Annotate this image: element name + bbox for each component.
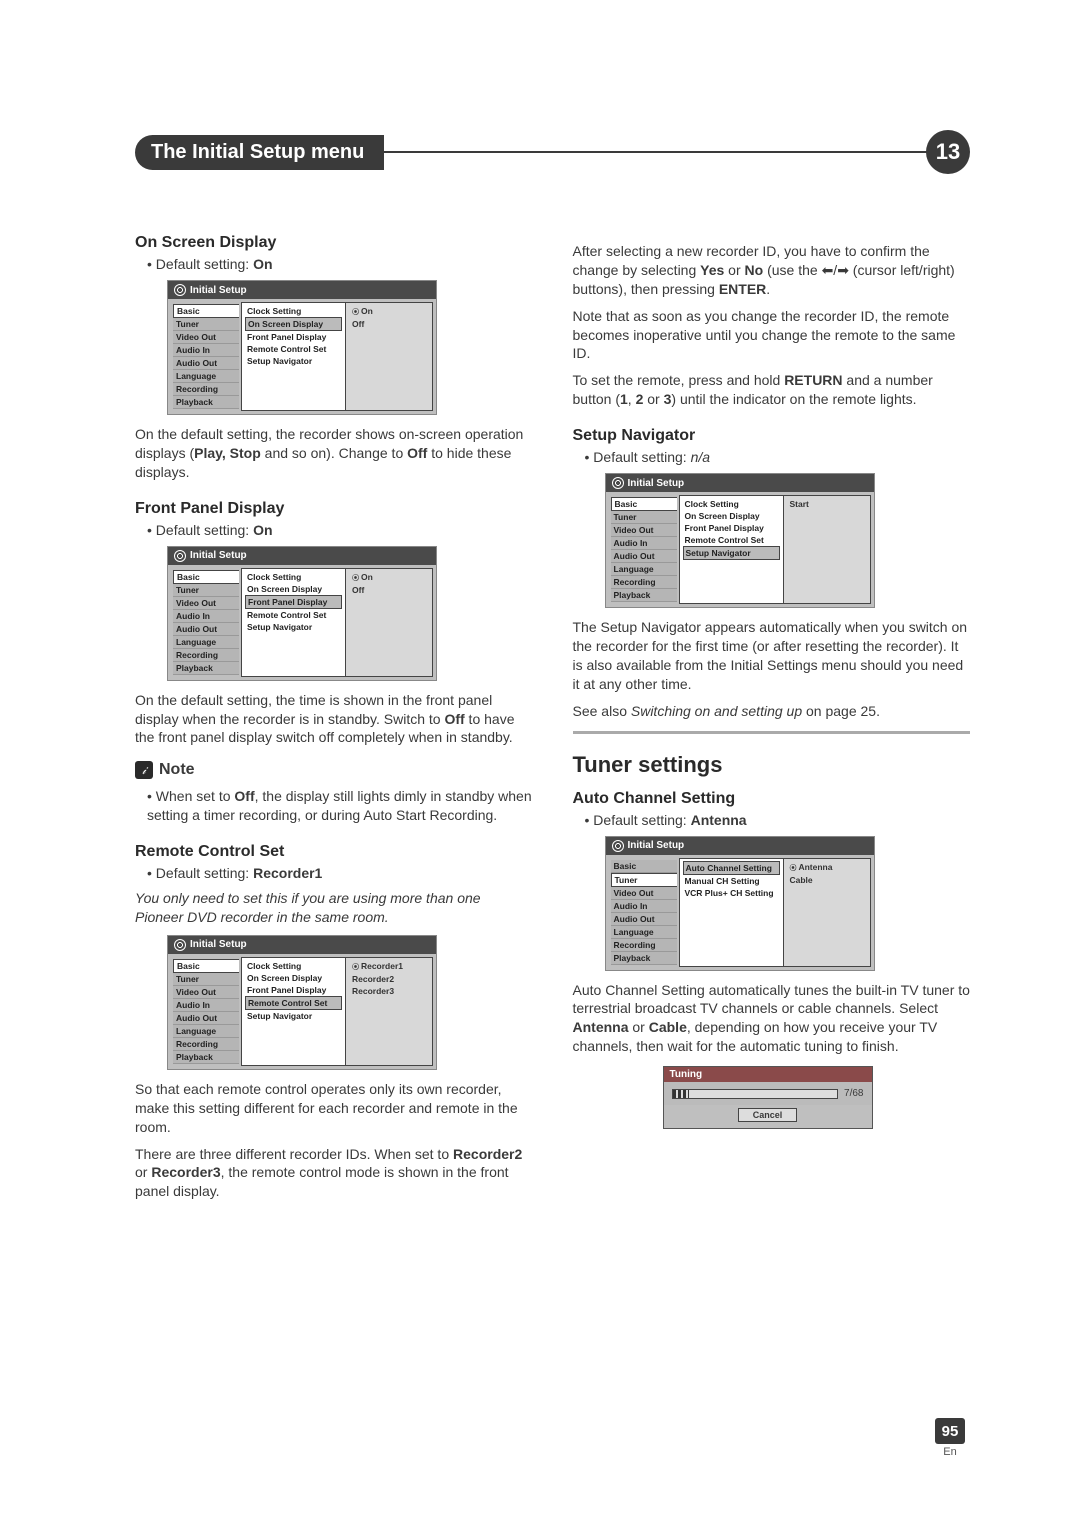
r-p1: After selecting a new recorder ID, you h… — [573, 242, 971, 299]
rcs-hint: You only need to set this if you are usi… — [135, 889, 533, 927]
osd-heading: On Screen Display — [135, 234, 533, 252]
page-number: 95 En — [935, 1418, 965, 1458]
r-p3: To set the remote, press and hold RETURN… — [573, 371, 971, 409]
rcs-default: Default setting: Recorder1 — [147, 865, 533, 881]
header-rule — [382, 151, 928, 153]
setup-mid-list: Clock Setting On Screen Display Front Pa… — [241, 302, 346, 411]
sn-see-also: See also Switching on and setting up on … — [573, 702, 971, 721]
sn-body: The Setup Navigator appears automaticall… — [573, 618, 971, 694]
tuner-heading: Tuner settings — [573, 752, 971, 778]
fpd-setup-screenshot: Initial Setup Basic Tuner Video Out Audi… — [167, 546, 437, 681]
sn-heading: Setup Navigator — [573, 427, 971, 445]
setup-title: Initial Setup — [168, 281, 436, 299]
divider — [573, 731, 971, 734]
sn-setup-screenshot: Initial Setup Basic Tuner Video Out Audi… — [605, 473, 875, 608]
acs-heading: Auto Channel Setting — [573, 790, 971, 808]
setup-options: On Off — [346, 302, 433, 411]
right-column: After selecting a new recorder ID, you h… — [573, 234, 971, 1209]
osd-default: Default setting: On — [147, 256, 533, 272]
fpd-default: Default setting: On — [147, 522, 533, 538]
tuning-cancel-button[interactable]: Cancel — [738, 1108, 798, 1122]
osd-body: On the default setting, the recorder sho… — [135, 425, 533, 482]
arrow-left-icon: ⬅ — [822, 262, 834, 278]
tuning-counter: 7/68 — [844, 1088, 863, 1099]
chapter-title: The Initial Setup menu — [135, 135, 384, 170]
setup-left-menu: Basic Tuner Video Out Audio In Audio Out… — [171, 302, 241, 411]
note-icon: 𝒾 — [135, 761, 153, 779]
rcs-body1: So that each remote control operates onl… — [135, 1080, 533, 1137]
fpd-heading: Front Panel Display — [135, 500, 533, 518]
rcs-body2: There are three different recorder IDs. … — [135, 1145, 533, 1202]
tuning-dialog: Tuning 7/68 Cancel — [663, 1066, 873, 1129]
r-p2: Note that as soon as you change the reco… — [573, 307, 971, 364]
tuning-progress-fill — [673, 1090, 689, 1098]
fpd-body: On the default setting, the time is show… — [135, 691, 533, 748]
tuning-progress — [672, 1089, 839, 1099]
arrow-right-icon: ➡ — [837, 262, 849, 278]
acs-default: Default setting: Antenna — [585, 812, 971, 828]
fpd-note: • When set to Off, the display still lig… — [147, 787, 533, 825]
rcs-heading: Remote Control Set — [135, 843, 533, 861]
rcs-setup-screenshot: Initial Setup Basic Tuner Video Out Audi… — [167, 935, 437, 1070]
note-header: 𝒾 Note — [135, 761, 533, 779]
sn-default: Default setting: n/a — [585, 449, 971, 465]
left-column: On Screen Display Default setting: On In… — [135, 234, 533, 1209]
tuning-title: Tuning — [664, 1067, 872, 1082]
acs-body: Auto Channel Setting automatically tunes… — [573, 981, 971, 1057]
chapter-number-badge: 13 — [926, 130, 970, 174]
chapter-header: The Initial Setup menu 13 — [135, 130, 970, 174]
acs-setup-screenshot: Initial Setup Basic Tuner Video Out Audi… — [605, 836, 875, 971]
osd-setup-screenshot: Initial Setup Basic Tuner Video Out Audi… — [167, 280, 437, 415]
note-label: Note — [159, 761, 195, 779]
